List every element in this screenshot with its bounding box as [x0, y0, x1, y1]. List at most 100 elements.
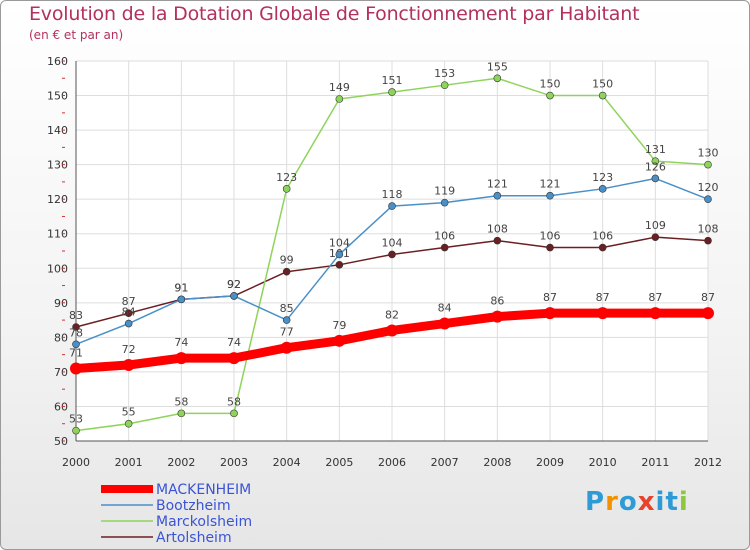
data-point-artolsheim [651, 233, 660, 241]
data-label-marckolsheim: 149 [329, 81, 350, 94]
data-point-bootzheim [282, 316, 291, 324]
data-point-bootzheim [546, 191, 554, 200]
x-tick-label: 2000 [62, 456, 90, 469]
logo-letter: i [655, 487, 666, 517]
proxiti-logo: Proxiti [585, 487, 689, 517]
logo-letter: i [678, 487, 689, 517]
data-label-mackenheim: 79 [332, 319, 346, 332]
legend-entry-artolsheim: Artolsheim [156, 530, 232, 546]
data-label-bootzheim: 119 [434, 185, 455, 198]
data-point-mackenheim [333, 334, 346, 347]
data-label-artolsheim: 108 [487, 223, 508, 236]
y-tick-label: 90 [54, 297, 68, 310]
data-label-artolsheim: 106 [540, 230, 561, 243]
y-tick-label: 110 [47, 228, 68, 241]
data-label-mackenheim: 74 [227, 336, 241, 349]
data-point-bootzheim [72, 340, 80, 349]
data-point-mackenheim [649, 307, 662, 320]
data-point-mackenheim [228, 352, 240, 365]
x-tick-label: 2005 [325, 456, 353, 469]
x-tick-label: 2009 [536, 456, 564, 469]
legend-entry-marckolsheim: Marckolsheim [156, 514, 252, 530]
data-label-bootzheim: 123 [592, 171, 613, 184]
y-tick-label: 130 [47, 159, 68, 172]
data-point-mackenheim [386, 324, 398, 337]
data-label-mackenheim: 72 [122, 343, 136, 356]
data-point-marckolsheim [282, 185, 291, 193]
x-tick-label: 2011 [641, 456, 669, 469]
data-label-mackenheim: 87 [543, 291, 557, 304]
data-label-bootzheim: 120 [698, 181, 719, 194]
data-point-mackenheim [175, 352, 188, 365]
data-label-mackenheim: 77 [280, 326, 294, 339]
y-tick-label: 60 [54, 400, 68, 413]
y-tick-label: 140 [47, 124, 68, 137]
legend-entry-bootzheim: Bootzheim [156, 498, 231, 514]
y-tick-label: 150 [47, 90, 68, 103]
data-point-mackenheim [544, 307, 556, 320]
data-label-bootzheim: 85 [280, 302, 294, 315]
x-tick-label: 2001 [115, 456, 143, 469]
data-point-mackenheim [122, 359, 135, 371]
data-label-artolsheim: 99 [280, 254, 294, 267]
data-point-marckolsheim [388, 88, 396, 96]
data-label-marckolsheim: 153 [434, 67, 455, 80]
chart-title: Evolution de la Dotation Globale de Fonc… [29, 3, 640, 25]
logo-letter: P [585, 487, 606, 517]
data-label-mackenheim: 87 [596, 291, 610, 304]
data-label-marckolsheim: 130 [698, 147, 719, 160]
x-tick-label: 2003 [220, 456, 248, 469]
data-point-marckolsheim [177, 409, 186, 418]
data-label-bootzheim: 118 [382, 188, 403, 201]
data-label-marckolsheim: 58 [227, 395, 241, 408]
data-point-bootzheim [493, 191, 502, 200]
data-point-artolsheim [282, 267, 291, 276]
data-label-mackenheim: 87 [648, 291, 662, 304]
data-point-marckolsheim [335, 95, 344, 103]
data-label-artolsheim: 92 [227, 278, 241, 291]
x-tick-label: 2008 [483, 456, 511, 469]
y-tick-label: 80 [54, 331, 68, 344]
data-label-marckolsheim: 150 [540, 78, 561, 91]
data-point-marckolsheim [440, 81, 449, 89]
x-tick-label: 2012 [694, 456, 722, 469]
data-point-bootzheim [230, 292, 238, 300]
data-point-artolsheim [388, 250, 396, 259]
data-label-artolsheim: 109 [645, 219, 666, 232]
data-point-artolsheim [440, 243, 449, 252]
data-point-bootzheim [651, 174, 660, 183]
data-point-marckolsheim [546, 91, 554, 100]
logo-letter: t [665, 487, 679, 517]
data-point-marckolsheim [230, 409, 238, 418]
data-label-marckolsheim: 123 [276, 171, 297, 184]
y-tick-label: 160 [47, 55, 68, 68]
data-label-marckolsheim: 53 [69, 413, 83, 426]
data-point-artolsheim [598, 243, 607, 252]
data-point-mackenheim [438, 317, 451, 330]
x-tick-label: 2007 [431, 456, 459, 469]
data-label-artolsheim: 83 [69, 309, 83, 322]
y-tick-label: 50 [54, 435, 68, 448]
data-label-mackenheim: 74 [174, 336, 188, 349]
data-label-mackenheim: 84 [438, 302, 452, 315]
x-tick-label: 2002 [167, 456, 195, 469]
data-label-bootzheim: 78 [69, 326, 83, 339]
data-label-bootzheim: 91 [174, 281, 188, 294]
data-point-artolsheim [493, 236, 502, 245]
y-tick-label: 120 [47, 193, 68, 206]
data-point-bootzheim [704, 195, 712, 203]
data-label-mackenheim: 71 [69, 346, 83, 359]
data-label-bootzheim: 92 [227, 278, 241, 291]
data-point-artolsheim [124, 309, 133, 317]
data-point-mackenheim [596, 307, 609, 320]
data-point-mackenheim [702, 307, 714, 320]
data-label-artolsheim: 106 [592, 230, 613, 243]
data-point-artolsheim [546, 243, 554, 252]
data-point-bootzheim [598, 185, 607, 193]
data-point-bootzheim [388, 202, 396, 210]
data-label-marckolsheim: 55 [122, 406, 136, 419]
logo-letter: o [618, 487, 638, 517]
x-tick-label: 2006 [378, 456, 406, 469]
data-point-bootzheim [177, 295, 186, 304]
